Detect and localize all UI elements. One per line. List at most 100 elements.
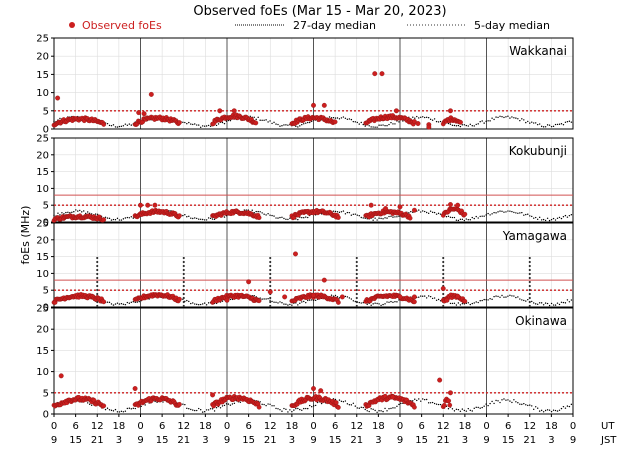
- median-point: [390, 300, 392, 303]
- median-point: [273, 301, 275, 303]
- median-point: [414, 398, 416, 400]
- observed-point: [372, 71, 378, 77]
- x-tick-label-jst: 15: [502, 435, 515, 446]
- median-point: [439, 300, 442, 302]
- panel-kokubunji: 0 5 10 15 20 25 Kokubunji: [36, 134, 574, 229]
- observed-point: [217, 108, 223, 114]
- median-point: [126, 301, 129, 304]
- median-point: [513, 117, 515, 119]
- median-point: [418, 296, 420, 298]
- median-point: [521, 211, 523, 214]
- median-point: [199, 126, 202, 129]
- median-point: [312, 405, 315, 407]
- x-tick-label-ut: 18: [545, 421, 558, 432]
- median-point: [463, 219, 466, 222]
- y-tick-label: 5: [43, 201, 49, 212]
- station-label: Kokubunji: [509, 144, 567, 158]
- median-point: [265, 119, 267, 121]
- median-point: [503, 116, 505, 119]
- median-point: [281, 410, 283, 412]
- median-point: [368, 125, 370, 127]
- observed-point: [440, 286, 446, 291]
- observed-point: [368, 202, 374, 208]
- median-point: [128, 407, 131, 409]
- median-point: [253, 116, 255, 118]
- median-point: [221, 121, 224, 124]
- median-point: [479, 215, 481, 218]
- median-point: [203, 125, 206, 127]
- median-point: [511, 210, 513, 213]
- median-point: [560, 301, 563, 304]
- median-point: [380, 124, 382, 126]
- median-point: [521, 403, 523, 406]
- median-point: [382, 303, 384, 306]
- observed-point: [58, 373, 64, 379]
- median-point: [289, 409, 291, 411]
- median-point: [104, 408, 107, 411]
- median-point: [340, 211, 343, 213]
- observed-point: [321, 277, 327, 283]
- median-point: [433, 297, 436, 299]
- median-point: [394, 407, 396, 409]
- median-point: [570, 214, 573, 216]
- median-point: [531, 405, 533, 407]
- median-point: [354, 213, 357, 215]
- median-point: [475, 406, 477, 409]
- observed-point: [393, 108, 399, 114]
- median-point: [332, 210, 335, 212]
- x-tick-label-jst: 21: [350, 435, 363, 446]
- x-tick-label-jst: 3: [548, 435, 554, 446]
- median-point: [568, 405, 571, 408]
- median-point: [469, 219, 471, 221]
- median-point: [475, 123, 477, 126]
- median-point: [469, 303, 471, 306]
- median-point: [497, 116, 499, 119]
- median-point: [366, 410, 368, 412]
- median-point: [126, 124, 129, 127]
- observed-point: [311, 102, 316, 108]
- x-tick-label-jst: 9: [224, 435, 230, 446]
- y-tick-label: 15: [36, 70, 49, 81]
- median-point: [106, 122, 109, 125]
- median-point: [203, 219, 206, 221]
- legend: Observed foEs 27-day median 5-day median: [69, 19, 550, 32]
- median-point: [86, 402, 89, 404]
- median-point: [390, 121, 392, 124]
- x-tick-label-jst: 3: [116, 435, 122, 446]
- median-point: [192, 123, 194, 126]
- median-point: [283, 303, 285, 305]
- x-tick-label-jst: 9: [51, 435, 57, 446]
- median-point: [281, 125, 283, 127]
- median-point: [507, 295, 509, 297]
- median-point: [307, 299, 309, 302]
- median-point: [261, 119, 263, 122]
- median-point: [346, 118, 349, 121]
- x-tick-label-ut: 18: [199, 421, 212, 432]
- median-point: [186, 123, 188, 125]
- median-point: [517, 212, 519, 214]
- x-tick-label-ut: 12: [177, 421, 190, 432]
- median-point: [348, 404, 351, 406]
- median-point: [309, 121, 311, 124]
- median-point: [305, 301, 307, 304]
- legend-27day-label: 27-day median: [293, 19, 376, 32]
- median-point: [473, 125, 475, 127]
- median-point: [538, 216, 541, 219]
- median-point: [487, 212, 489, 215]
- median-point: [552, 125, 555, 128]
- median-point: [213, 410, 216, 412]
- median-point: [473, 217, 475, 220]
- median-point: [221, 300, 224, 302]
- observed-point: [379, 71, 385, 77]
- median-point: [422, 210, 424, 212]
- median-point: [433, 118, 436, 120]
- median-point: [267, 298, 269, 300]
- median-point: [420, 211, 422, 213]
- observed-point: [383, 206, 389, 212]
- median-point: [384, 407, 386, 410]
- median-point: [521, 299, 523, 301]
- median-point: [251, 209, 253, 211]
- y-tick-label: 20: [36, 325, 49, 336]
- median-point: [207, 124, 210, 127]
- median-point: [489, 214, 491, 216]
